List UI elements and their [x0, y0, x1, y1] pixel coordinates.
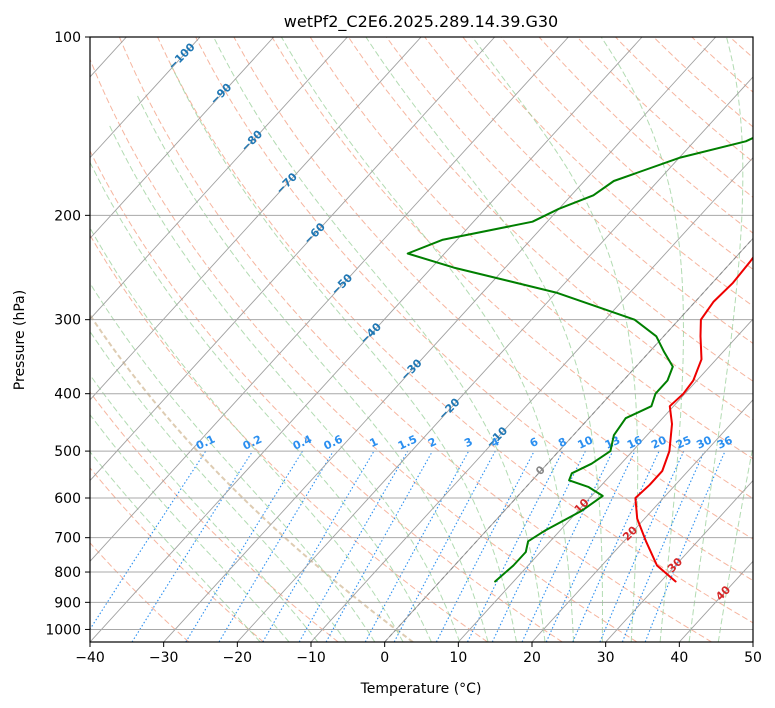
isotherm-line	[90, 37, 201, 159]
temperature-line	[634, 256, 753, 583]
moist-adiabat-line	[717, 443, 753, 642]
zero-isotherm-line	[384, 237, 753, 642]
chart-title: wetPf2_C2E6.2025.289.14.39.G30	[284, 12, 558, 32]
mixing-ratio-line	[572, 450, 660, 642]
moist-adiabat-line	[688, 37, 744, 642]
isotherm-line	[163, 37, 717, 642]
isobars	[90, 37, 753, 630]
dry-adiabat-line	[90, 313, 414, 642]
x-tick-label: −10	[296, 650, 326, 666]
mixing-ratio-line	[621, 450, 705, 642]
moist-adiabats	[90, 37, 753, 642]
isotherm-line	[90, 37, 275, 240]
dry-adiabat-line	[424, 37, 753, 344]
dry-adiabat-line	[157, 37, 753, 624]
x-tick-label: 20	[523, 650, 541, 666]
moist-adiabat-line	[136, 94, 489, 642]
mixing-ratio-line	[131, 450, 254, 642]
moist-adiabat-line	[90, 413, 290, 642]
mixing-ratio-line	[364, 450, 470, 642]
moist-adiabat-line	[600, 37, 684, 642]
y-tick-label: 100	[54, 30, 81, 46]
moist-adiabat-line	[90, 330, 347, 642]
y-tick-label: 1000	[45, 622, 81, 638]
moist-adiabat-line	[168, 61, 517, 642]
dry-adiabat-line	[90, 149, 563, 642]
isotherm-line	[310, 156, 753, 642]
y-tick-label: 300	[54, 313, 81, 329]
isotherm-line	[605, 479, 753, 642]
mixing-ratio-label: 16	[625, 433, 645, 451]
x-tick-label: 40	[670, 650, 688, 666]
x-tick-label: 50	[744, 650, 762, 666]
mixing-ratio-label: 36	[715, 433, 735, 451]
moist-adiabat-line	[90, 282, 376, 642]
moist-adiabat-line	[108, 123, 461, 642]
isotherm-line	[90, 37, 422, 401]
y-tick-label: 800	[54, 565, 81, 581]
isotherm-line	[237, 76, 753, 642]
dry-adiabat-line	[90, 58, 638, 642]
mixing-ratio-label: 20	[649, 433, 669, 451]
x-tick-label: 10	[449, 650, 467, 666]
dry-adiabat-line	[233, 37, 753, 540]
mixing-ratio-line	[218, 450, 334, 642]
isotherm-line	[90, 37, 569, 562]
mixing-ratio-line	[90, 450, 207, 631]
y-tick-label: 200	[54, 208, 81, 224]
x-tick-label: −40	[75, 650, 105, 666]
isotherms	[90, 37, 753, 642]
dewpoint-line	[406, 136, 753, 583]
dry-adiabat-line	[195, 37, 753, 582]
mixing-ratio-label: 25	[674, 434, 693, 452]
mixing-ratio-label: 30	[694, 433, 714, 451]
mixing-ratio-line	[644, 450, 726, 642]
moist-adiabat-line	[90, 161, 432, 642]
mixing-ratio-lines	[90, 450, 726, 642]
mixing-ratio-line	[545, 450, 636, 642]
y-tick-label: 400	[54, 387, 81, 403]
x-tick-label: 30	[597, 650, 615, 666]
plot-frame	[89, 36, 754, 643]
dry-adiabat-line	[271, 37, 753, 500]
isotherm-line	[90, 37, 643, 642]
isotherm-line	[531, 399, 753, 642]
dry-adiabat-line	[118, 37, 712, 642]
x-tick-label: −30	[149, 650, 179, 666]
moist-adiabat-line	[280, 37, 575, 642]
y-axis: 100 200 300 400 500 600 700 800 900 1000	[45, 30, 90, 638]
mixing-ratio-line	[393, 450, 496, 642]
moist-adiabat-line	[90, 226, 404, 642]
dry-adiabat-line	[90, 467, 264, 642]
x-axis: −40 −30 −20 −10 0 10 20 30 40 50	[75, 642, 762, 666]
isotherm-line	[458, 318, 753, 642]
y-tick-label: 500	[54, 444, 81, 460]
x-axis-label: Temperature (°C)	[360, 681, 482, 697]
y-axis-label: Pressure (hPa)	[12, 290, 28, 390]
moist-adiabat-line	[90, 374, 319, 642]
moist-adiabat-line	[365, 37, 603, 642]
mixing-ratio-line	[185, 450, 304, 642]
dry-adiabat-line	[90, 391, 339, 642]
isotherm-line	[90, 37, 496, 482]
moist-adiabat-line	[471, 37, 639, 642]
mixing-ratio-line	[435, 450, 535, 642]
mixing-ratio-line	[325, 450, 433, 642]
x-tick-label: −20	[223, 650, 253, 666]
y-tick-label: 700	[54, 531, 81, 547]
isotherm-line	[90, 37, 348, 320]
mixing-ratio-label: 10	[576, 433, 596, 451]
y-tick-label: 900	[54, 595, 81, 611]
y-tick-label: 600	[54, 491, 81, 507]
mixing-ratio-line	[599, 450, 685, 642]
x-tick-label: 0	[380, 650, 389, 666]
sounding-series	[406, 136, 753, 583]
